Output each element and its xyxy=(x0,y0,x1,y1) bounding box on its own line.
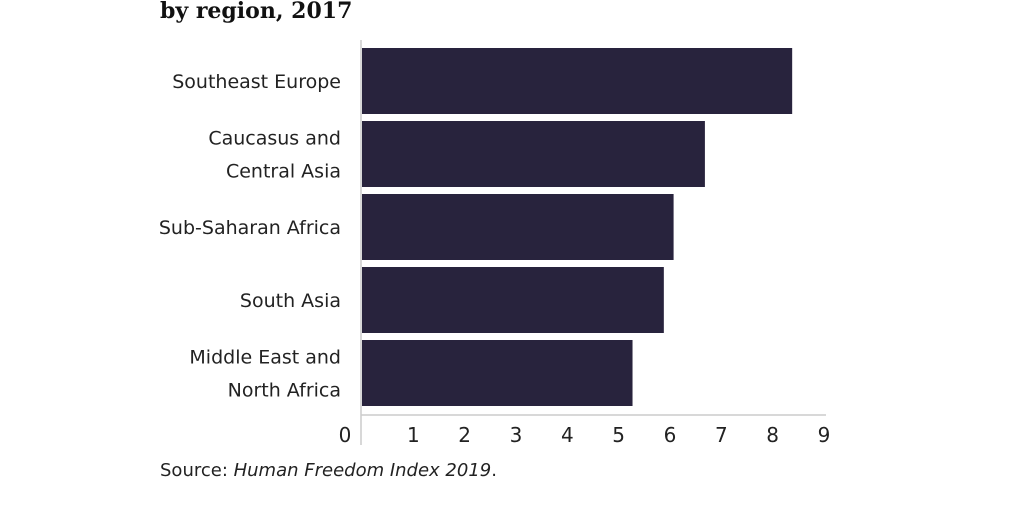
x-tick-labels: 0 1 2 3 4 5 6 7 8 9 xyxy=(339,423,831,447)
bar xyxy=(362,340,633,406)
category-label-line: Sub-Saharan Africa xyxy=(159,217,341,239)
x-tick-label: 5 xyxy=(612,423,625,447)
category-label-line: Southeast Europe xyxy=(172,71,341,93)
source-title: Human Freedom Index 2019 xyxy=(233,460,492,481)
x-tick-label: 1 xyxy=(407,423,420,447)
category-label-line: North Africa xyxy=(228,380,341,402)
x-tick-label: 9 xyxy=(818,423,831,447)
chart-title: by region, 2017 xyxy=(160,0,353,24)
x-tick-label: 6 xyxy=(664,423,677,447)
category-labels: Southeast Europe Caucasus and Central Asia… xyxy=(159,71,341,402)
source-suffix: . xyxy=(491,460,497,481)
x-tick-label: 7 xyxy=(715,423,728,447)
category-label-line: Central Asia xyxy=(226,161,341,183)
source-prefix: Source: xyxy=(160,460,234,481)
x-tick-label: 2 xyxy=(458,423,471,447)
bar xyxy=(362,48,793,114)
bar xyxy=(362,121,705,187)
source-note: Source: Human Freedom Index 2019. xyxy=(160,460,497,481)
category-label: Southeast Europe xyxy=(172,71,341,93)
category-label-line: South Asia xyxy=(240,290,341,312)
category-label: Caucasus and Central Asia xyxy=(208,128,341,183)
x-tick-label: 8 xyxy=(766,423,779,447)
category-label-line: Caucasus and xyxy=(208,128,341,150)
x-tick-label: 3 xyxy=(510,423,523,447)
bar xyxy=(362,194,674,260)
bar xyxy=(362,267,664,333)
x-tick-label: 0 xyxy=(339,423,352,447)
category-label: South Asia xyxy=(240,290,341,312)
category-label: Middle East and North Africa xyxy=(189,347,341,402)
category-label-line: Middle East and xyxy=(189,347,341,369)
bars-group xyxy=(362,48,793,406)
x-tick-label: 4 xyxy=(561,423,574,447)
category-label: Sub-Saharan Africa xyxy=(159,217,341,239)
